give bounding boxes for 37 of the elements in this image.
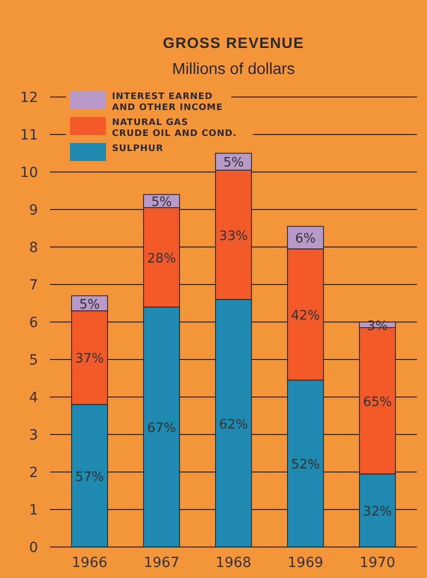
y-tick-label: 9 <box>29 202 38 218</box>
annotation: 42% <box>291 308 320 324</box>
annotation: 28% <box>147 251 176 266</box>
y-tick-label: 4 <box>29 390 38 406</box>
annotation: 6% <box>295 232 316 247</box>
y-tick-label: 5 <box>29 352 38 368</box>
x-tick-label: 1968 <box>216 555 252 571</box>
x-tick-label: 1966 <box>72 555 108 571</box>
chart-title: GROSS REVENUE <box>162 35 304 52</box>
chart-subtitle: Millions of dollars <box>172 61 295 78</box>
annotation: 5% <box>223 156 244 171</box>
y-tick-label: 11 <box>20 128 38 144</box>
y-tick-label: 7 <box>29 278 38 294</box>
x-tick-label: 1969 <box>288 555 324 571</box>
annotation: 33% <box>219 228 248 244</box>
annotation: 65% <box>362 394 392 410</box>
legend-label: SULPHUR <box>112 144 164 154</box>
y-tick-label: 6 <box>29 315 38 331</box>
annotation: 37% <box>75 352 104 367</box>
y-tick-label: 10 <box>20 165 38 181</box>
y-tick-label: 8 <box>29 240 38 256</box>
legend-label: NATURAL GAS CRUDE OIL AND COND. <box>112 118 237 139</box>
annotation: 5% <box>151 195 172 210</box>
annotation: 57% <box>75 470 104 485</box>
x-tick-label: 1970 <box>360 555 396 571</box>
annotation: 5% <box>79 297 100 312</box>
y-tick-label: 2 <box>29 465 38 481</box>
x-tick-label: 1967 <box>144 555 180 571</box>
y-tick-label: 12 <box>20 90 38 106</box>
annotation: 67% <box>147 421 176 436</box>
annotation: 32% <box>362 504 392 520</box>
y-tick-label: 1 <box>29 502 38 518</box>
y-tick-label: 3 <box>29 428 38 444</box>
annotation: 52% <box>291 458 320 473</box>
annotation: 62% <box>219 417 248 432</box>
y-tick-label: 0 <box>29 540 38 556</box>
legend-label: INTEREST EARNED AND OTHER INCOME <box>112 92 223 113</box>
